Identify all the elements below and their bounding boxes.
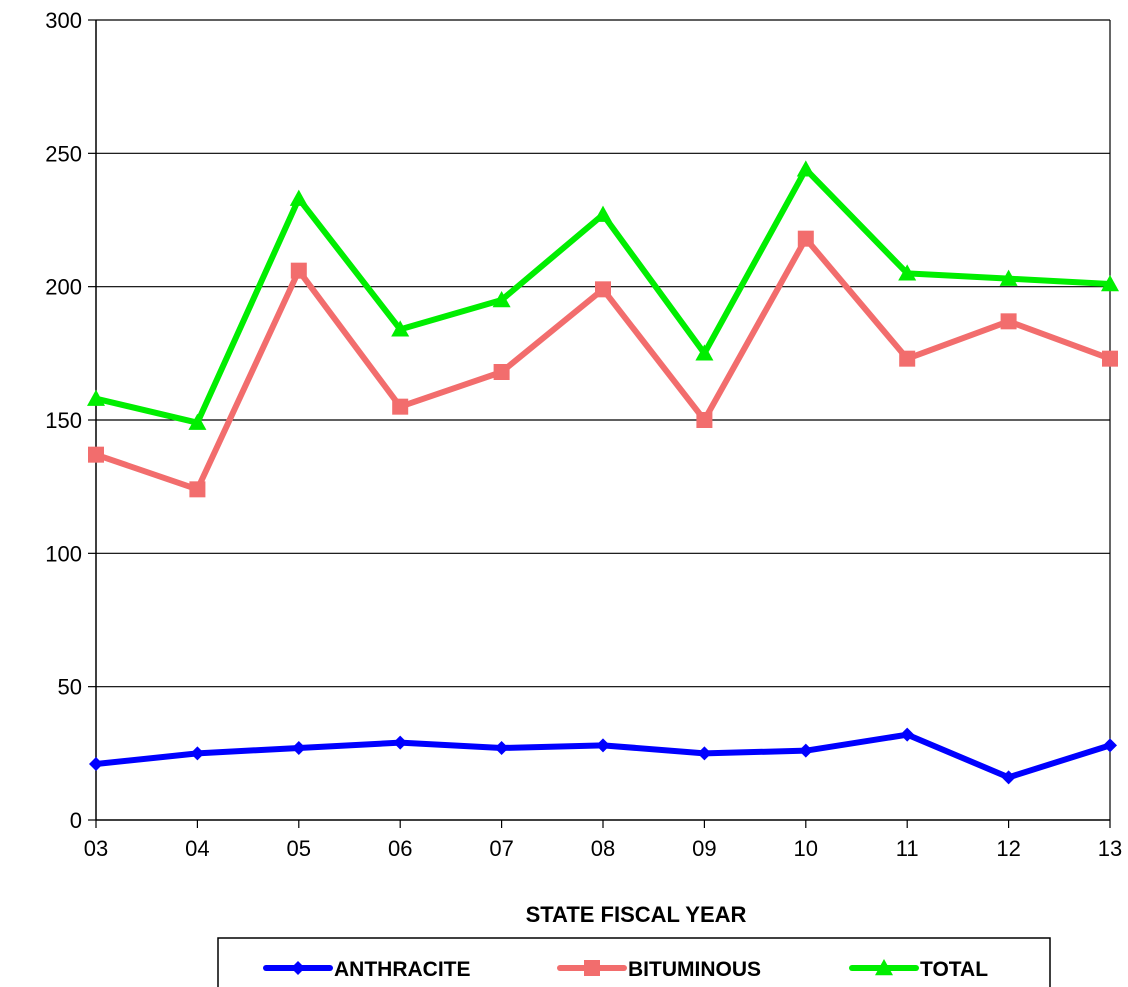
x-tick-label: 10 bbox=[794, 836, 818, 861]
y-tick-label: 200 bbox=[45, 275, 82, 300]
x-tick-label: 09 bbox=[692, 836, 716, 861]
legend: ANTHRACITE BITUMINOUS TOTAL bbox=[217, 937, 1051, 987]
x-tick-label: 12 bbox=[996, 836, 1020, 861]
legend-marker-bituminous bbox=[584, 960, 600, 976]
x-tick-label: 05 bbox=[287, 836, 311, 861]
data-point-bituminous bbox=[899, 350, 916, 367]
data-point-total bbox=[695, 344, 714, 361]
legend-entry-total: TOTAL bbox=[849, 958, 988, 981]
y-tick-label: 300 bbox=[45, 8, 82, 33]
legend-box bbox=[217, 937, 1051, 987]
data-point-total bbox=[796, 160, 815, 177]
x-tick-label: 13 bbox=[1098, 836, 1122, 861]
x-tick-label: 11 bbox=[896, 836, 919, 861]
y-tick-label: 150 bbox=[45, 408, 82, 433]
gridlines bbox=[96, 19, 1110, 688]
data-point-anthracite bbox=[494, 741, 509, 755]
data-point-bituminous bbox=[797, 230, 814, 247]
x-axis-title: STATE FISCAL YEAR bbox=[526, 902, 747, 927]
series-lines bbox=[87, 160, 1119, 785]
data-point-total bbox=[391, 320, 410, 337]
data-point-total bbox=[188, 413, 207, 430]
data-point-anthracite bbox=[900, 727, 915, 742]
x-tick-label: 04 bbox=[185, 836, 209, 861]
legend-marker-total bbox=[875, 959, 893, 976]
data-point-anthracite bbox=[1001, 770, 1016, 785]
data-point-total bbox=[999, 269, 1018, 286]
series-anthracite bbox=[89, 727, 1117, 785]
y-tick-label: 100 bbox=[45, 541, 82, 566]
series-bituminous bbox=[88, 230, 1118, 498]
data-point-anthracite bbox=[798, 743, 813, 758]
data-point-bituminous bbox=[392, 398, 409, 415]
data-point-bituminous bbox=[595, 281, 611, 298]
y-tick-label: 250 bbox=[45, 141, 82, 166]
data-point-anthracite bbox=[291, 741, 306, 755]
x-tick-label: 08 bbox=[591, 836, 615, 861]
x-tick-label: 07 bbox=[489, 836, 513, 861]
y-tick-label: 0 bbox=[70, 808, 82, 833]
data-point-anthracite bbox=[596, 738, 610, 753]
data-point-bituminous bbox=[1000, 313, 1017, 330]
data-point-bituminous bbox=[290, 262, 307, 279]
legend-label-bituminous: BITUMINOUS bbox=[628, 958, 761, 981]
data-point-anthracite bbox=[190, 746, 205, 761]
x-tick-labels: 03 04 05 06 07 08 09 10 11 12 13 bbox=[84, 836, 1122, 861]
legend-label-total: TOTAL bbox=[920, 958, 988, 981]
data-point-total bbox=[87, 389, 105, 406]
x-tick-label: 03 bbox=[84, 836, 108, 861]
series-total bbox=[87, 160, 1119, 430]
data-point-bituminous bbox=[493, 364, 510, 380]
legend-entry-bituminous: BITUMINOUS bbox=[557, 958, 761, 981]
data-point-anthracite bbox=[697, 746, 712, 761]
y-tick-labels: 0 50 100 150 200 250 300 bbox=[45, 8, 82, 833]
legend-entry-anthracite: ANTHRACITE bbox=[263, 958, 471, 981]
data-point-total bbox=[492, 291, 511, 308]
legend-label-anthracite: ANTHRACITE bbox=[334, 958, 471, 981]
data-point-bituminous bbox=[1102, 350, 1118, 367]
axes bbox=[88, 19, 1111, 828]
data-point-bituminous bbox=[189, 481, 206, 498]
y-tick-label: 50 bbox=[58, 675, 82, 700]
x-tick-label: 06 bbox=[388, 836, 412, 861]
data-point-total bbox=[594, 205, 612, 222]
data-point-total bbox=[1101, 275, 1119, 292]
data-point-anthracite bbox=[89, 757, 103, 771]
data-point-anthracite bbox=[393, 735, 408, 750]
legend-marker-anthracite bbox=[291, 961, 305, 975]
data-point-anthracite bbox=[1103, 738, 1117, 753]
data-point-bituminous bbox=[88, 446, 104, 463]
data-point-total bbox=[289, 189, 308, 206]
data-point-total bbox=[898, 264, 917, 281]
data-point-bituminous bbox=[696, 412, 713, 428]
